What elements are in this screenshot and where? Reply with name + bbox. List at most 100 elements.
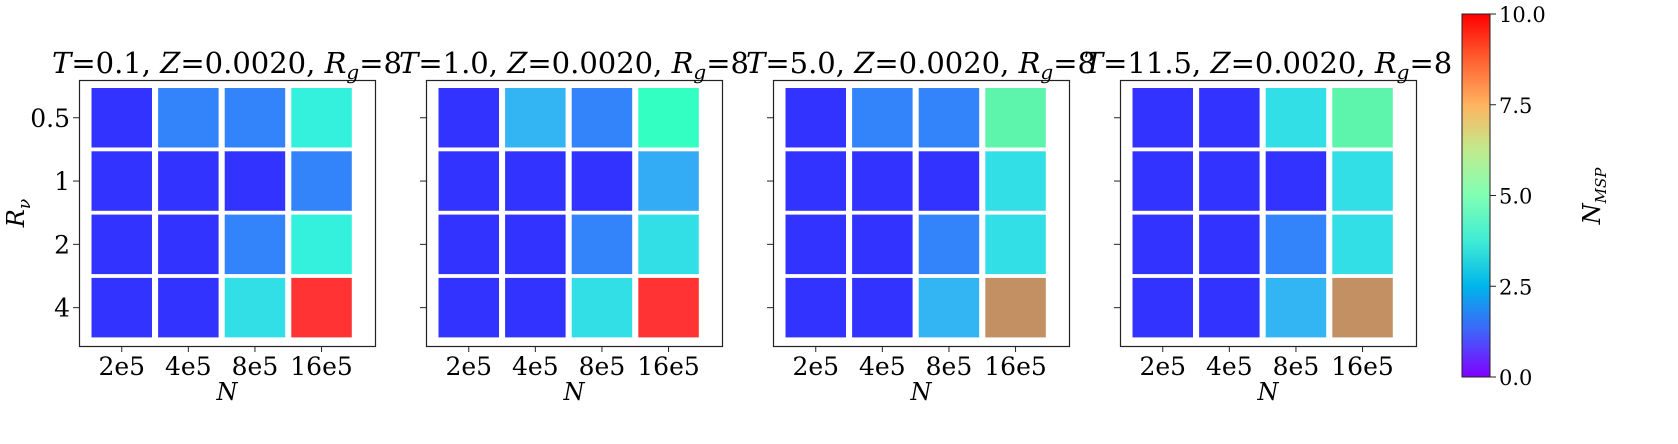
x-tick-label: 4e5	[859, 352, 906, 381]
heatmap-cell-0.5-8e5	[571, 88, 633, 148]
heatmap-cell-1-2e5	[1132, 151, 1193, 211]
colorbar-tick-label: 2.5	[1499, 275, 1532, 299]
heatmap-cell-4-8e5	[571, 277, 633, 338]
heatmap-panel-1: 2e5 4e5 8e5 16e5 0.5 1 2 4 T=0.1, Z=0.0020, Rg=8…	[2, 46, 402, 406]
heatmap-cell-0.5-2e5	[438, 88, 499, 148]
heatmap-panel-4: 2e5 4e5 8e5 16e5 T=11.5, Z=0.0020, Rg=8 N	[1084, 46, 1452, 406]
heatmap-cell-4-4e5	[158, 277, 219, 338]
heatmap-cell-1-2e5	[785, 151, 846, 211]
heatmap-cell-2-2e5	[785, 214, 846, 275]
x-axis-label: N	[216, 378, 239, 406]
heatmap-cell-0.5-16e5	[985, 88, 1046, 148]
heatmap-cell-0.5-4e5	[505, 88, 566, 148]
colorbar-gradient	[1461, 13, 1491, 378]
x-tick-label: 4e5	[165, 352, 212, 381]
panel-frame	[425, 79, 724, 348]
heatmap-cell-2-8e5	[224, 214, 286, 275]
x-tick-label: 8e5	[232, 352, 279, 381]
heatmap-cell-2-4e5	[1199, 214, 1260, 275]
heatmap-cell-2-16e5	[638, 214, 699, 275]
heatmap-cell-2-16e5	[291, 214, 352, 275]
heatmap-cell-4-2e5	[1132, 277, 1193, 338]
x-tick-label: 2e5	[445, 352, 492, 381]
panel-title: T=1.0, Z=0.0020, Rg=8	[399, 46, 749, 84]
heatmap-cell-4-4e5	[505, 277, 566, 338]
x-tick-label: 4e5	[512, 352, 559, 381]
colorbar: 0.0 2.5 5.0 7.5 10.0 NMSP	[1461, 3, 1610, 390]
heatmap-cell-4-4e5	[852, 277, 913, 338]
panel-title: T=0.1, Z=0.0020, Rg=8	[52, 46, 402, 84]
x-axis-label: N	[910, 378, 933, 406]
x-tick-label: 4e5	[1206, 352, 1253, 381]
x-axis-label: N	[563, 378, 586, 406]
heatmap-cell-1-4e5	[852, 151, 913, 211]
heatmap-cell-4-2e5	[785, 277, 846, 338]
heatmap-cell-2-2e5	[438, 214, 499, 275]
heatmap-cell-2-16e5	[1332, 214, 1393, 275]
heatmap-cell-0.5-8e5	[918, 88, 980, 148]
heatmap-cell-4-2e5	[91, 277, 152, 338]
x-tick-label: 2e5	[98, 352, 145, 381]
heatmap-cell-2-8e5	[1265, 214, 1327, 275]
x-tick-label: 2e5	[792, 352, 839, 381]
x-tick-label: 16e5	[290, 352, 353, 381]
y-tick-label: 1	[54, 167, 70, 196]
panel-frame	[1119, 79, 1418, 348]
heatmap-cell-0.5-4e5	[1199, 88, 1260, 148]
heatmap-cell-1-4e5	[505, 151, 566, 211]
panels-layer: 2e5 4e5 8e5 16e5 0.5 1 2 4 T=0.1, Z=0.0020, Rg=8…	[2, 46, 1452, 406]
panel-title: T=5.0, Z=0.0020, Rg=8	[746, 46, 1096, 84]
heatmap-cell-0.5-16e5	[638, 88, 699, 148]
heatmap-cell-0.5-4e5	[852, 88, 913, 148]
heatmap-cell-0.5-16e5	[1332, 88, 1393, 148]
heatmap-cell-4-8e5	[1265, 277, 1327, 338]
x-tick-label: 8e5	[926, 352, 973, 381]
heatmap-cell-4-16e5	[1332, 277, 1393, 338]
heatmap-panel-2: 2e5 4e5 8e5 16e5 T=1.0, Z=0.0020, Rg=8 N	[399, 46, 749, 406]
colorbar-label: NMSP	[1578, 167, 1610, 226]
x-tick-label: 2e5	[1139, 352, 1186, 381]
heatmap-cell-1-16e5	[638, 151, 699, 211]
colorbar-tick-label: 0.0	[1499, 366, 1532, 390]
heatmap-cell-1-16e5	[985, 151, 1046, 211]
heatmap-cell-0.5-2e5	[785, 88, 846, 148]
x-tick-label: 16e5	[1331, 352, 1394, 381]
x-tick-label: 8e5	[579, 352, 626, 381]
heatmap-cell-1-2e5	[438, 151, 499, 211]
heatmap-cell-4-16e5	[291, 277, 352, 338]
y-tick-label: 4	[54, 294, 70, 323]
panel-frame	[772, 79, 1071, 348]
heatmap-cell-0.5-4e5	[158, 88, 219, 148]
heatmap-cell-2-8e5	[571, 214, 633, 275]
x-tick-label: 16e5	[984, 352, 1047, 381]
heatmap-cell-0.5-8e5	[1265, 88, 1327, 148]
heatmap-cell-2-4e5	[852, 214, 913, 275]
heatmap-cell-4-4e5	[1199, 277, 1260, 338]
colorbar-tick-label: 5.0	[1499, 185, 1532, 209]
heatmap-cell-4-16e5	[985, 277, 1046, 338]
heatmap-cell-2-4e5	[158, 214, 219, 275]
heatmap-cell-1-2e5	[91, 151, 152, 211]
y-axis-label: Rν	[2, 199, 35, 228]
colorbar-tick-label: 10.0	[1499, 3, 1546, 27]
heatmap-cell-2-8e5	[918, 214, 980, 275]
y-tick-label: 0.5	[30, 104, 70, 133]
heatmap-cell-1-8e5	[1265, 151, 1327, 211]
colorbar-tick-label: 7.5	[1499, 94, 1532, 118]
heatmap-cell-0.5-16e5	[291, 88, 352, 148]
heatmap-cell-1-8e5	[571, 151, 633, 211]
panel-frame	[78, 79, 377, 348]
x-tick-label: 16e5	[637, 352, 700, 381]
heatmap-cell-1-4e5	[1199, 151, 1260, 211]
heatmap-cell-4-8e5	[224, 277, 286, 338]
heatmap-cell-0.5-2e5	[91, 88, 152, 148]
heatmap-cell-4-2e5	[438, 277, 499, 338]
heatmap-cell-4-16e5	[638, 277, 699, 338]
x-tick-label: 8e5	[1273, 352, 1320, 381]
heatmap-cell-1-16e5	[1332, 151, 1393, 211]
heatmap-cell-2-16e5	[985, 214, 1046, 275]
heatmap-cell-1-8e5	[918, 151, 980, 211]
heatmap-cell-0.5-8e5	[224, 88, 286, 148]
heatmap-cell-1-4e5	[158, 151, 219, 211]
